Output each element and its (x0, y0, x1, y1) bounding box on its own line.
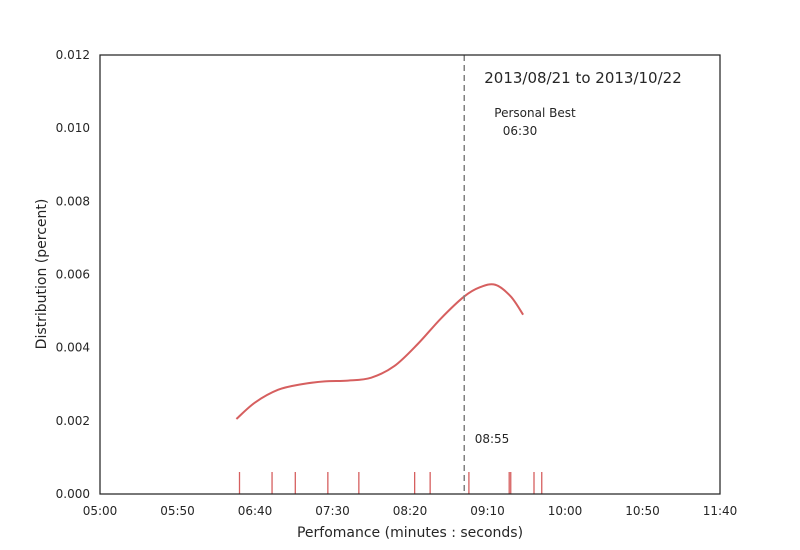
x-tick-label: 08:20 (393, 504, 428, 518)
plot-border (99, 54, 721, 495)
annotation-value: 06:30 (503, 124, 538, 138)
x-tick-label: 05:00 (83, 504, 118, 518)
series-curves (235, 283, 524, 420)
x-tick-label: 07:30 (315, 504, 350, 518)
y-tick-label: 0.010 (56, 121, 90, 135)
x-tick-label: 10:00 (548, 504, 583, 518)
rug-marks (238, 472, 543, 494)
x-axis-label: Perfomance (minutes : seconds) (297, 525, 523, 541)
y-tick-label: 0.012 (56, 48, 90, 62)
x-tick-label: 05:50 (160, 504, 195, 518)
plot-frame (99, 54, 721, 495)
y-tick-label: 0.002 (56, 414, 90, 428)
x-tick-label: 11:40 (703, 504, 738, 518)
y-tick-label: 0.006 (56, 268, 90, 282)
x-axis-ticks: 05:00 05:50 06:40 07:30 08:20 09:10 10:00 10:50… (83, 504, 738, 518)
plot-background (100, 55, 720, 494)
y-axis-label: Distribution (percent) (34, 199, 50, 350)
series-line (235, 283, 524, 420)
plot-area (100, 55, 720, 494)
annotation-label: Personal Best (494, 106, 576, 120)
x-tick-label: 10:50 (625, 504, 660, 518)
x-tick-label: 09:10 (470, 504, 505, 518)
y-tick-label: 0.004 (56, 341, 90, 355)
chart-title: 2013/08/21 to 2013/10/22 (484, 69, 682, 87)
y-axis-ticks: 0.000 0.002 0.004 0.006 0.008 0.010 0.012 (56, 48, 90, 501)
y-tick-label: 0.000 (56, 487, 90, 501)
reference-line-label: 08:55 (475, 432, 510, 446)
y-tick-label: 0.008 (56, 194, 90, 208)
x-tick-label: 06:40 (238, 504, 273, 518)
